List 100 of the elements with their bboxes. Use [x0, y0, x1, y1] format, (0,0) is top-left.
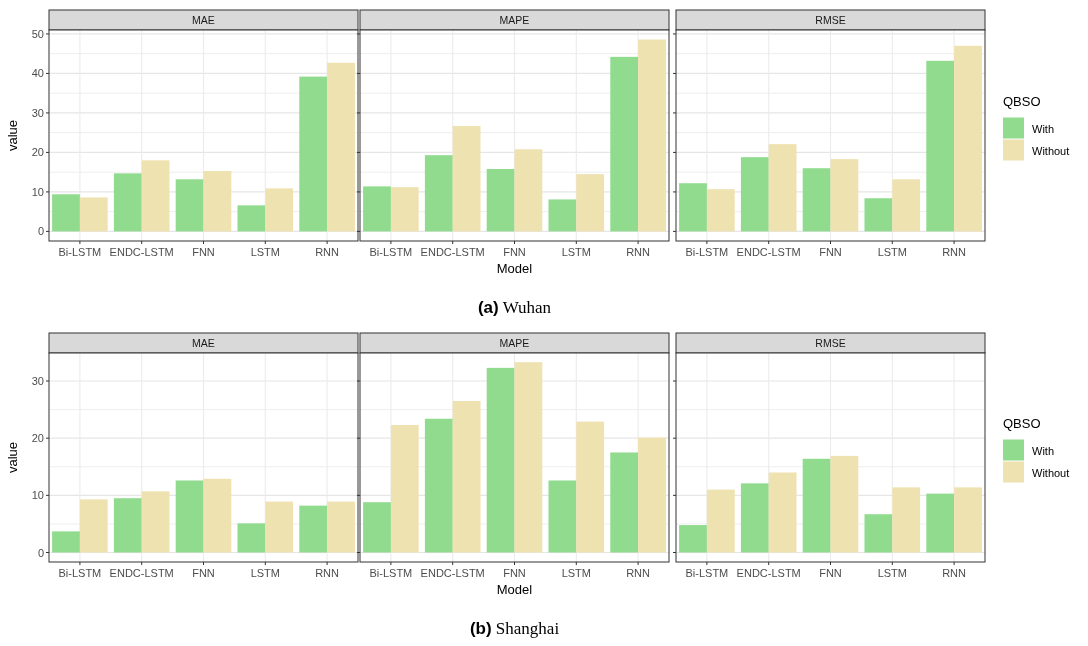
bar [802, 168, 831, 232]
legend-label: Without [1032, 466, 1070, 479]
y-tick-label: 0 [37, 546, 44, 559]
x-tick-label: ENDC-LSTM [736, 246, 801, 258]
bar [486, 367, 515, 553]
x-tick-label: ENDC-LSTM [109, 567, 174, 579]
bar [52, 194, 80, 232]
bar [141, 491, 170, 553]
x-tick-label: FNN [192, 246, 215, 258]
y-tick-label: 40 [31, 67, 44, 80]
bar [576, 421, 605, 553]
x-tick-label: LSTM [877, 567, 907, 579]
x-tick-label: ENDC-LSTM [109, 246, 174, 258]
x-axis-title: Model [496, 582, 533, 597]
bar [52, 531, 80, 553]
bar [706, 489, 735, 553]
bar [802, 458, 831, 553]
bar [424, 418, 453, 553]
bar [679, 183, 707, 232]
x-tick-label: Bi-LSTM [685, 246, 729, 258]
legend-label: With [1032, 122, 1054, 135]
bar [390, 187, 419, 232]
y-axis-title: value [5, 119, 20, 152]
bar [740, 483, 769, 553]
y-tick-label: 30 [31, 106, 44, 119]
x-tick-label: FNN [192, 567, 215, 579]
bar [265, 501, 294, 553]
y-tick-label: 20 [31, 432, 44, 445]
bar [830, 159, 859, 232]
chart-title: MAE [192, 337, 215, 349]
bar [424, 155, 453, 232]
bar [327, 62, 355, 232]
bar [363, 186, 391, 232]
x-tick-label: RNN [942, 246, 967, 258]
bar [203, 170, 232, 232]
y-tick-label: 10 [31, 489, 44, 502]
x-axis-title: Model [496, 261, 533, 276]
chart-title: MAE [192, 14, 215, 26]
x-tick-label: Bi-LSTM [58, 246, 102, 258]
bar [576, 174, 605, 232]
bar [237, 205, 266, 232]
x-tick-label: ENDC-LSTM [420, 246, 485, 258]
bar [864, 514, 893, 553]
bar [237, 523, 266, 553]
legend-title: QBSO [1003, 93, 1041, 109]
bar [768, 144, 797, 232]
bar [265, 188, 294, 232]
x-tick-label: LSTM [250, 246, 280, 258]
x-tick-label: LSTM [250, 567, 280, 579]
bar [892, 179, 921, 232]
bar [514, 362, 543, 553]
bar [452, 125, 481, 232]
bar [740, 157, 769, 232]
bar [299, 505, 328, 553]
x-tick-label: RNN [315, 567, 340, 579]
bar [864, 198, 893, 232]
bar [299, 76, 328, 232]
y-tick-label: 10 [31, 185, 44, 198]
text: (b) Shanghai [469, 619, 560, 638]
chart-title: MAPE [499, 337, 530, 349]
bar [610, 452, 639, 553]
legend-title: QBSO [1003, 415, 1041, 431]
y-tick-label: 50 [31, 27, 44, 40]
bar [954, 487, 982, 553]
bar [79, 197, 108, 232]
bar [113, 498, 142, 553]
y-tick-label: 0 [37, 225, 44, 238]
bar [548, 199, 577, 232]
bar [486, 169, 515, 232]
bar [452, 401, 481, 553]
bar [327, 501, 355, 553]
x-tick-label: FNN [503, 246, 526, 258]
bar [610, 56, 639, 232]
legend-label: Without [1032, 144, 1070, 157]
x-tick-label: LSTM [561, 246, 591, 258]
x-tick-label: LSTM [561, 567, 591, 579]
x-tick-label: RNN [626, 246, 651, 258]
x-tick-label: FNN [819, 567, 842, 579]
bar [679, 525, 707, 553]
bar [175, 480, 204, 553]
y-axis-title: value [5, 441, 20, 474]
bar [768, 472, 797, 553]
x-tick-label: RNN [626, 567, 651, 579]
x-tick-label: Bi-LSTM [58, 567, 102, 579]
legend-label: With [1032, 444, 1054, 457]
bar [175, 179, 204, 232]
bar [638, 39, 666, 232]
bar [363, 502, 391, 553]
chart-title: RMSE [815, 337, 846, 349]
bar [113, 173, 142, 232]
x-tick-label: RNN [315, 246, 340, 258]
x-tick-label: ENDC-LSTM [736, 567, 801, 579]
bar [548, 480, 577, 553]
bar [706, 189, 735, 232]
bar [141, 160, 170, 232]
x-tick-label: Bi-LSTM [369, 567, 413, 579]
y-tick-label: 30 [31, 375, 44, 388]
bar [390, 425, 419, 553]
bar [830, 455, 859, 553]
bar [79, 499, 108, 553]
